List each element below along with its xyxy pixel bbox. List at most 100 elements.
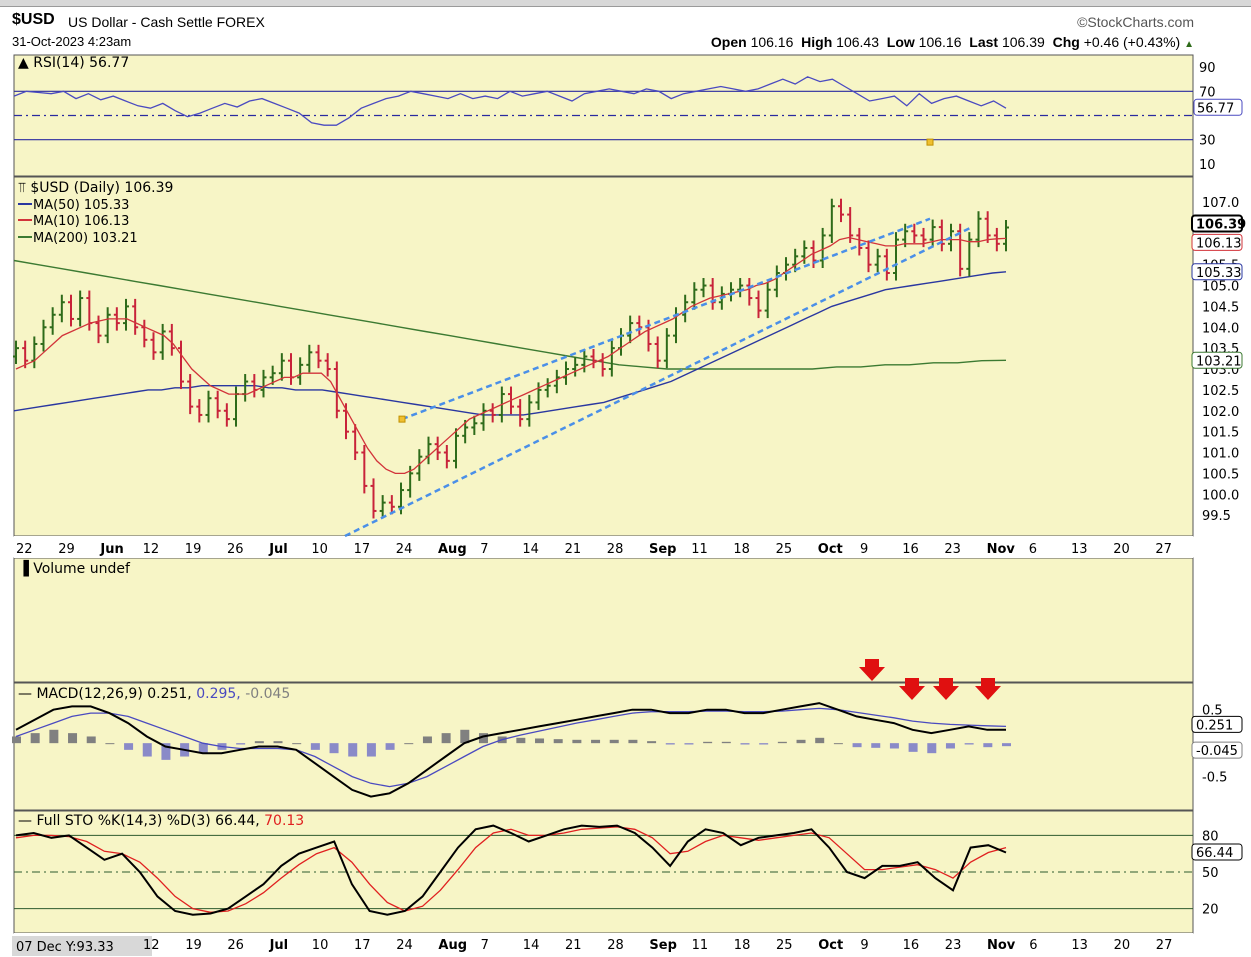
price-bar [883,248,890,281]
rsi-legend: ▲ RSI(14) 56.77 [18,55,129,71]
sto-d-line [15,826,1007,913]
footer-readout: 07 Dec Y:93.33 [16,940,114,955]
footer-date-tick-label: 21 [565,938,582,953]
price-bar [178,340,184,390]
price-bar [150,332,157,360]
price-tick-label: 101.0 [1202,447,1239,462]
price-bar [68,294,74,327]
price-value-badge-text: 105.33 [1196,266,1242,281]
date-tick-label: 27 [1155,542,1172,557]
macd-histogram-bar [478,733,488,744]
macd-histogram-bar [385,743,395,750]
macd-histogram-bar [49,729,59,744]
price-bar [324,353,331,377]
macd-histogram-bar [366,743,376,757]
sto-value-badge [1191,843,1243,861]
price-bar [993,227,1000,252]
macd-histogram-bar [422,736,432,744]
price-value-badge [1191,233,1243,251]
macd-histogram-bar [142,743,152,757]
footer-date-tick-label: 16 [903,938,920,953]
price-bar [746,278,753,306]
price-bar [22,340,29,369]
macd-histogram-bar [871,743,881,748]
price-tick-label: 101.5 [1202,426,1239,441]
macd-histogram-bar [30,733,40,744]
date-tick-label: 28 [607,542,624,557]
last-value: 106.39 [1001,34,1045,50]
price-bar [49,307,56,335]
price-bar [517,399,524,427]
symbol-name: US Dollar - Cash Settle FOREX [68,14,265,30]
macd-histogram-bar [591,739,601,744]
down-arrow-icon [975,678,1001,700]
macd-panel [13,682,1194,811]
footer-date-tick-label: 25 [776,938,793,953]
date-tick-label: 9 [860,542,868,557]
macd-legend-signal: 0.295, [196,686,245,702]
price-bar [828,198,835,243]
footer-date-tick-label: 7 [481,938,489,953]
price-tick-label: 102.0 [1202,405,1239,420]
macd-value-badge [1191,741,1243,759]
price-bar [333,361,340,419]
footer-date-tick-label: Nov [987,938,1016,953]
date-tick-label: 7 [480,542,488,557]
footer-date-tick-label: 9 [860,938,868,953]
price-bar [553,369,560,394]
macd-histogram-bar [665,743,675,745]
sto-value-badge-text: 66.44 [1196,846,1233,861]
price-bar [755,290,762,319]
price-bar [700,278,707,298]
footer-date-tick-label: Sep [649,938,677,953]
footer-date-axis [14,933,1193,955]
macd-histogram-bar [908,743,918,752]
price-bar [123,298,129,331]
footer-date-tick-label: 24 [396,938,413,953]
macd-histogram-bar [124,743,134,750]
price-value-badge-text: 106.13 [1196,236,1242,251]
price-legend: ⫪ $USD (Daily) 106.39 [18,180,173,196]
channel-anchor-handle [398,415,406,423]
macd-legend-main: — MACD(12,26,9) 0.251, [18,686,196,702]
ma200-legend: MA(200) 103.21 [33,231,138,246]
sto-legend: — Full STO %K(14,3) %D(3) 66.44, 70.13 [18,813,304,829]
macd-histogram-bar [647,741,657,744]
channel-upper-line [401,217,931,421]
macd-line [15,702,1006,798]
date-tick-label: 16 [902,542,919,557]
price-bar [865,240,872,273]
footer-date-tick-label: 27 [1156,938,1173,953]
price-bar [471,415,478,435]
footer-date-tick-label: 6 [1029,938,1037,953]
price-bar [205,390,212,423]
price-bar [572,357,579,377]
price-tick-label: 100.0 [1202,488,1239,503]
date-tick-label: Nov [987,542,1016,557]
date-tick-label: 10 [311,542,328,557]
macd-histogram-bar [703,741,713,744]
price-bar [810,240,817,269]
price-bar [159,323,166,360]
price-bar [654,336,661,369]
price-tick-label: 102.5 [1202,384,1239,399]
price-bar [526,394,533,427]
date-tick-label: 17 [354,542,371,557]
date-tick-label: 20 [1113,542,1130,557]
footer-date-tick-label: 18 [734,938,751,953]
macd-tick-label: 0.5 [1202,704,1223,719]
price-bar [370,478,377,519]
price-value-badge [1191,351,1243,369]
sto-k-line [15,824,1007,916]
price-bar [388,495,395,515]
sto-legend-main: — Full STO %K(14,3) %D(3) 66.44, [18,813,264,829]
price-tick-label: 107.0 [1202,196,1239,211]
macd-histogram-bar [254,741,264,744]
footer-readout-box [12,936,152,956]
low-value: 106.16 [918,34,962,50]
date-tick-label: 14 [522,542,539,557]
date-tick-label: Aug [438,542,467,557]
date-tick-label: 18 [733,542,750,557]
price-value-badge [1191,263,1243,281]
price-bar [379,495,386,519]
